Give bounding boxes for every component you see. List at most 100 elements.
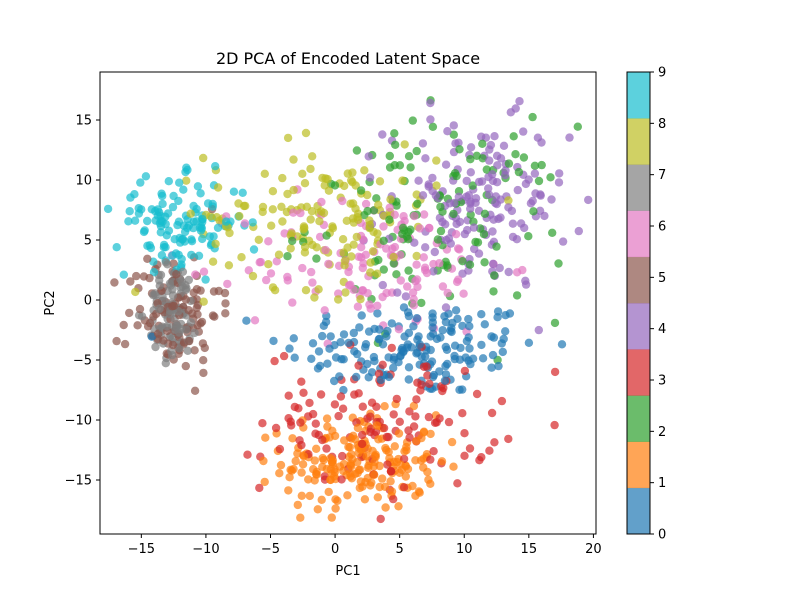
scatter-point [344,267,353,277]
scatter-point [286,465,295,474]
scatter-point [248,271,258,281]
scatter-point [395,161,405,170]
scatter-point [278,173,287,183]
scatter-point [203,199,213,208]
scatter-point [440,376,450,385]
scatter-point [404,375,413,384]
scatter-point [361,199,371,209]
scatter-point [455,145,464,154]
scatter-point [287,421,296,430]
scatter-point [288,434,297,443]
scatter-point [277,202,286,211]
y-axis-ticks: −15 −10 −5 0 5 10 15 [65,114,100,489]
scatter-point [387,487,397,496]
scatter-point [335,462,345,471]
scatter-point [149,312,158,321]
scatter-point [308,240,317,250]
scatter-point [319,455,328,465]
scatter-point [441,303,451,312]
scatter-point [445,199,455,208]
scatter-point [465,260,475,269]
scatter-point [466,155,475,164]
scatter-point [547,195,556,204]
scatter-point [373,309,382,318]
scatter-point [460,429,469,438]
scatter-point [466,204,475,213]
scatter-point [376,514,385,524]
scatter-point [328,456,337,465]
scatter-point [450,341,460,350]
scatter-point [375,334,384,343]
scatter-point [221,299,230,308]
scatter-point [298,460,308,469]
scatter-point [250,316,260,325]
scatter-point [385,203,394,212]
scatter-point [298,169,307,178]
scatter-point [520,223,529,233]
scatter-point [555,169,564,178]
scatter-point [136,178,145,187]
scatter-point [484,184,493,193]
scatter-point [175,344,184,353]
scatter-point [186,209,195,218]
scatter-point [307,354,316,363]
scatter-point [343,169,352,178]
scatter-point [528,112,537,122]
scatter-point [141,172,151,181]
scatter-point [275,469,284,478]
scatter-point [455,385,464,394]
scatter-point [323,422,332,431]
scatter-point [194,251,204,260]
colorbar-tick-label: 9 [658,66,666,81]
scatter-point [487,408,497,418]
scatter-point [489,287,498,296]
scatter-point [199,356,208,365]
scatter-point [490,132,499,141]
scatter-point [187,235,196,244]
scatter-point [443,127,452,136]
scatter-point [291,456,300,466]
scatter-point [169,191,178,201]
scatter-point [209,287,219,296]
scatter-point [269,336,278,346]
scatter-point [477,453,486,462]
scatter-point [168,340,178,350]
scatter-point [340,436,349,445]
scatter-point [385,151,394,161]
scatter-point [288,298,297,307]
scatter-point [494,361,503,371]
scatter-point [378,130,387,139]
scatter-point [358,402,367,411]
scatter-point [453,479,462,488]
scatter-point [161,243,170,252]
scatter-point [212,213,221,222]
scatter-point [378,360,387,369]
scatter-point [318,331,327,341]
scatter-point [163,209,173,218]
scatter-point [374,255,383,265]
scatter-point [447,437,457,447]
scatter-point [349,328,358,338]
scatter-point [311,419,320,428]
scatter-point [530,161,540,170]
scatter-point [301,286,311,295]
scatter-point [198,217,207,227]
scatter-point [331,495,340,504]
y-tick-label: 5 [84,234,92,249]
scatter-point [208,257,218,266]
scatter-point [309,465,318,474]
scatter-point [442,235,451,245]
scatter-point [534,325,543,335]
scatter-point [451,139,460,148]
scatter-point [374,200,383,209]
scatter-point [222,217,231,226]
scatter-point [339,385,348,395]
scatter-point [297,440,306,450]
scatter-point [174,250,183,260]
scatter-point [412,436,421,446]
scatter-point [469,223,479,232]
scatter-point [321,245,330,255]
scatter-point [455,245,464,254]
scatter-point [357,311,366,320]
